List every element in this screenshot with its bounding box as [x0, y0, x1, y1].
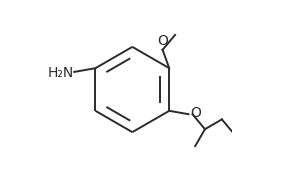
Text: H₂N: H₂N	[47, 66, 74, 80]
Text: O: O	[157, 34, 168, 48]
Text: O: O	[191, 106, 202, 120]
